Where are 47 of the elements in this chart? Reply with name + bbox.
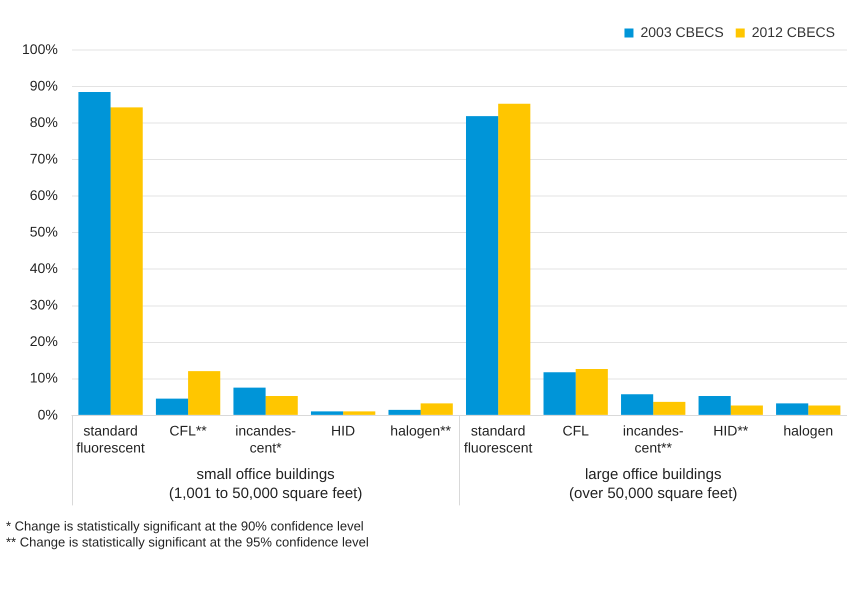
bar [233, 388, 266, 415]
bar [110, 107, 143, 415]
bar [266, 396, 298, 415]
y-tick-label: 70% [30, 150, 58, 166]
bar [653, 402, 686, 415]
y-tick-label: 90% [30, 77, 58, 94]
bar [576, 368, 608, 415]
bar [698, 396, 731, 415]
bar [420, 403, 453, 415]
legend-label: 2003 CBECS [640, 24, 724, 40]
bar [388, 410, 421, 415]
bar [776, 403, 808, 415]
x-tick-label: incandes- cent* [235, 422, 296, 456]
x-tick-label: HID** [713, 422, 749, 439]
bar [498, 104, 530, 415]
x-tick-label: CFL** [169, 422, 208, 439]
bar [310, 411, 344, 415]
text: small office buildings (1,001 to 50,000 square feet) [168, 466, 362, 502]
y-tick-label: 100% [22, 40, 58, 57]
y-tick-label: 30% [30, 296, 58, 313]
text: large office buildings (over 50,000 square feet) [568, 466, 738, 502]
text: * Change is statistically significant at the 90% confidence level [6, 518, 364, 534]
y-tick-label: 20% [30, 333, 58, 350]
bar [466, 116, 498, 415]
x-tick-label: HID [331, 422, 356, 439]
text: ** Change is statistically significant at the 95% confidence level [6, 534, 369, 550]
bar [808, 406, 840, 415]
y-tick-label: 80% [30, 114, 58, 130]
y-tick-label: 40% [30, 260, 58, 276]
y-tick-label: 0% [38, 406, 58, 422]
bar [343, 411, 376, 415]
bar [730, 406, 763, 415]
x-tick-label: CFL [562, 422, 590, 439]
x-tick-label: standard fluorescent [464, 422, 533, 456]
y-tick-label: 10% [30, 370, 58, 386]
y-tick-label: 60% [30, 187, 58, 204]
bar [621, 394, 654, 415]
y-tick-label: 50% [30, 224, 58, 240]
x-tick-label: halogen [783, 422, 834, 439]
bar [156, 398, 188, 415]
bar [544, 372, 576, 415]
bar [78, 92, 111, 415]
x-tick-label: incandes- cent** [622, 422, 684, 456]
x-tick-label: standard fluorescent [76, 422, 145, 456]
legend-label: 2012 CBECS [752, 24, 836, 40]
x-tick-label: halogen** [390, 422, 452, 439]
bar [188, 371, 220, 415]
